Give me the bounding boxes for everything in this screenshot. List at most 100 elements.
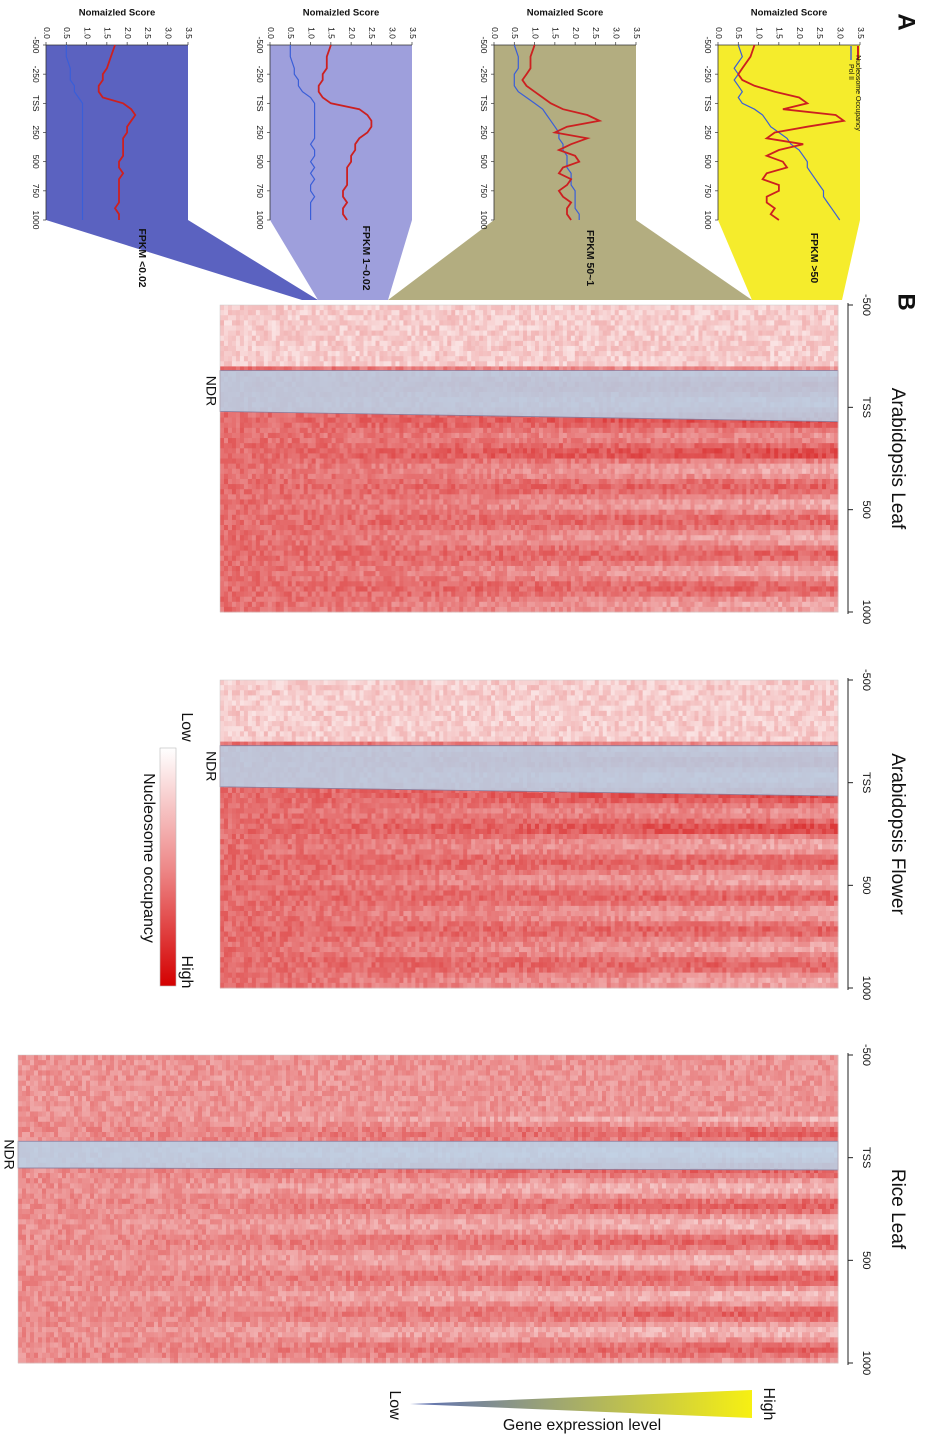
heatmap-cell bbox=[224, 607, 228, 613]
heatmap-cell bbox=[256, 428, 260, 434]
heatmap-cell bbox=[296, 315, 300, 321]
heatmap-cell bbox=[368, 576, 372, 582]
heatmap-cell bbox=[240, 576, 244, 582]
heatmap-cell bbox=[352, 602, 356, 608]
heatmap-cell bbox=[308, 325, 312, 331]
heatmap-cell bbox=[304, 535, 308, 541]
heatmap-cell bbox=[284, 499, 288, 505]
heatmap-cell bbox=[292, 464, 296, 470]
heatmap-cell bbox=[248, 515, 252, 521]
profile-background bbox=[46, 45, 188, 220]
heatmap-cell bbox=[264, 310, 268, 316]
heatmap-cell bbox=[248, 545, 252, 551]
heatmap-cell bbox=[324, 315, 328, 321]
heatmap-cell bbox=[387, 438, 391, 444]
heatmap-cell bbox=[296, 325, 300, 331]
heatmap-cell bbox=[391, 459, 395, 465]
heatmap-cell bbox=[344, 469, 348, 475]
heatmap-cell bbox=[300, 474, 304, 480]
heatmap-cell bbox=[300, 356, 304, 362]
heatmap-cell bbox=[399, 545, 403, 551]
heatmap-cell bbox=[280, 428, 284, 434]
heatmap-cell bbox=[240, 464, 244, 470]
heatmap-cell bbox=[260, 325, 264, 331]
heatmap-cell bbox=[379, 423, 383, 429]
heatmap-cell bbox=[320, 315, 324, 321]
heatmap-cell bbox=[328, 305, 332, 311]
heatmap-cell bbox=[356, 545, 360, 551]
score-axis-title: Nomaizled Score bbox=[79, 8, 156, 19]
heatmap-cell bbox=[288, 315, 292, 321]
heatmap-cell bbox=[256, 443, 260, 449]
heatmap-cell bbox=[316, 586, 320, 592]
heatmap-cell bbox=[332, 453, 336, 459]
heatmap-cell bbox=[280, 561, 284, 567]
heatmap-cell bbox=[324, 433, 328, 439]
heatmap-cell bbox=[344, 505, 348, 511]
heatmap-cell bbox=[368, 525, 372, 531]
heatmap-cell bbox=[336, 525, 340, 531]
heatmap-cell bbox=[244, 428, 248, 434]
position-tick-label: -500 bbox=[31, 36, 41, 53]
heatmap-cell bbox=[336, 464, 340, 470]
heatmap-cell bbox=[391, 351, 395, 357]
heatmap-cell bbox=[336, 341, 340, 347]
score-tick-label: 3.5 bbox=[184, 27, 194, 39]
heatmap-cell bbox=[324, 325, 328, 331]
heatmap-cell bbox=[260, 566, 264, 572]
heatmap-cell bbox=[391, 525, 395, 531]
heatmap-cell bbox=[224, 581, 228, 587]
heatmap-cell bbox=[320, 418, 324, 424]
heatmap-cell bbox=[328, 535, 332, 541]
heatmap-cell bbox=[403, 571, 407, 577]
heatmap-cell bbox=[372, 607, 376, 613]
heatmap-cell bbox=[244, 464, 248, 470]
heatmap-cell bbox=[368, 586, 372, 592]
heatmap-cell bbox=[391, 515, 395, 521]
heatmap-cell bbox=[240, 305, 244, 311]
heatmap-cell bbox=[387, 597, 391, 603]
heatmap-cell bbox=[252, 530, 256, 536]
heatmap-cell bbox=[236, 438, 240, 444]
heatmap-cell bbox=[288, 515, 292, 521]
heatmap-cell bbox=[399, 361, 403, 367]
heatmap-cell bbox=[395, 515, 399, 521]
heatmap-cell bbox=[332, 418, 336, 424]
heatmap-cell bbox=[324, 530, 328, 536]
heatmap-cell bbox=[288, 561, 292, 567]
heatmap-cell bbox=[296, 489, 300, 495]
position-tick-label: TSS bbox=[479, 95, 489, 112]
heatmap-cell bbox=[272, 423, 276, 429]
heatmap-cell bbox=[368, 474, 372, 480]
heatmap-cell bbox=[244, 310, 248, 316]
heatmap-cell bbox=[360, 540, 364, 546]
heatmap-cell bbox=[387, 561, 391, 567]
heatmap-cell bbox=[336, 336, 340, 342]
heatmap-cell bbox=[260, 356, 264, 362]
heatmap-cell bbox=[244, 315, 248, 321]
heatmap-cell bbox=[324, 545, 328, 551]
heatmap-cell bbox=[336, 448, 340, 454]
heatmap-cell bbox=[292, 459, 296, 465]
heatmap-cell bbox=[308, 305, 312, 311]
heatmap-cell bbox=[264, 443, 268, 449]
heatmap-cell bbox=[252, 571, 256, 577]
heatmap-cell bbox=[264, 459, 268, 465]
heatmap-cell bbox=[328, 474, 332, 480]
heatmap-cell bbox=[332, 520, 336, 526]
heatmap-cell bbox=[336, 597, 340, 603]
heatmap-cell bbox=[316, 310, 320, 316]
heatmap-cell bbox=[395, 459, 399, 465]
heatmap-cell bbox=[344, 576, 348, 582]
heatmap-cell bbox=[256, 520, 260, 526]
heatmap-cell bbox=[376, 433, 380, 439]
heatmap-cell bbox=[236, 607, 240, 613]
heatmap-cell bbox=[395, 566, 399, 572]
heatmap-cell bbox=[304, 489, 308, 495]
heatmap-cell bbox=[383, 505, 387, 511]
heatmap-cell bbox=[308, 561, 312, 567]
heatmap-cell bbox=[399, 448, 403, 454]
heatmap-cell bbox=[332, 489, 336, 495]
heatmap-cell bbox=[348, 540, 352, 546]
heatmap-cell bbox=[379, 320, 383, 326]
